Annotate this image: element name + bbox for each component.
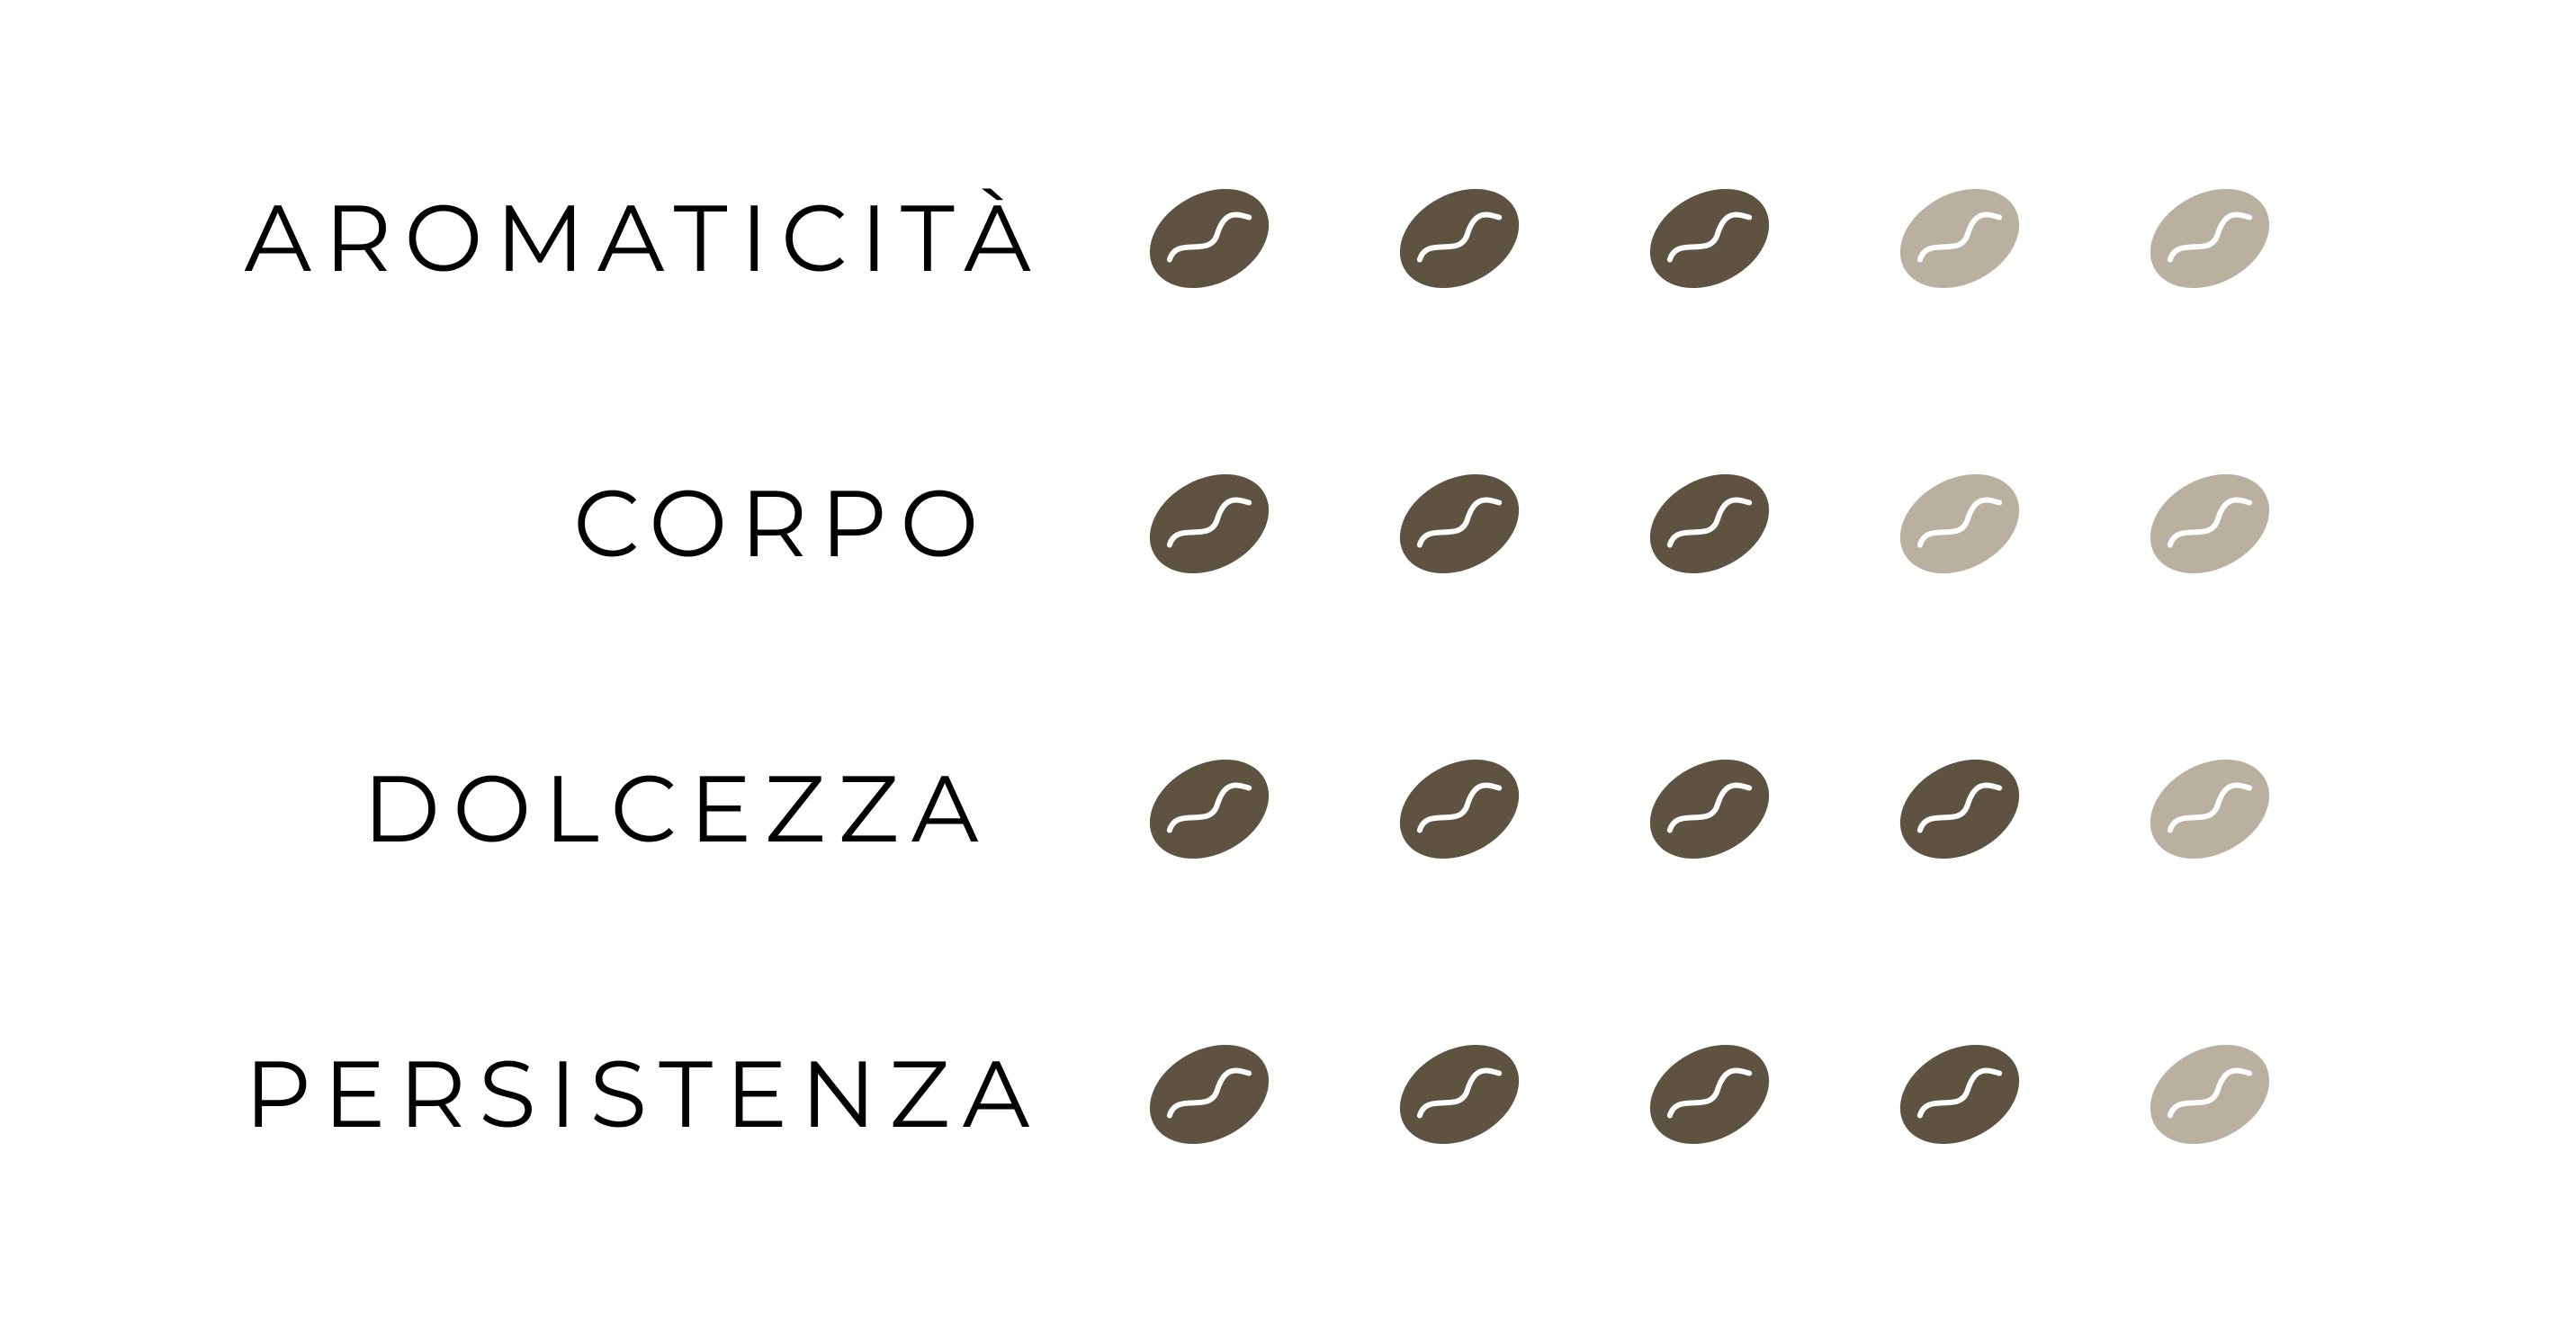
bean-filled-icon bbox=[1645, 468, 1774, 580]
bean-empty-icon bbox=[2145, 753, 2275, 865]
bean-filled-icon bbox=[1144, 753, 1274, 865]
attribute-label: DOLCEZZA bbox=[245, 752, 1144, 866]
rating-row: AROMATICITÀ bbox=[245, 181, 2332, 295]
bean-filled-icon bbox=[1144, 468, 1274, 580]
bean-empty-icon bbox=[2145, 468, 2275, 580]
rating-row: DOLCEZZA bbox=[245, 752, 2332, 866]
rating-row: CORPO bbox=[245, 466, 2332, 580]
rating-beans bbox=[1144, 183, 2275, 294]
bean-empty-icon bbox=[1895, 468, 2024, 580]
bean-empty-icon bbox=[2145, 1039, 2275, 1150]
bean-filled-icon bbox=[1645, 183, 1774, 294]
attribute-label: CORPO bbox=[245, 466, 1144, 580]
rating-beans bbox=[1144, 468, 2275, 580]
coffee-rating-chart: AROMATICITÀ CORPO bbox=[119, 181, 2458, 1151]
bean-filled-icon bbox=[1144, 1039, 1274, 1150]
bean-filled-icon bbox=[1395, 183, 1524, 294]
attribute-label: PERSISTENZA bbox=[245, 1037, 1144, 1151]
rating-beans bbox=[1144, 753, 2275, 865]
bean-filled-icon bbox=[1395, 753, 1524, 865]
bean-filled-icon bbox=[1395, 468, 1524, 580]
bean-filled-icon bbox=[1144, 183, 1274, 294]
rating-beans bbox=[1144, 1039, 2275, 1150]
bean-filled-icon bbox=[1645, 1039, 1774, 1150]
bean-filled-icon bbox=[1645, 753, 1774, 865]
attribute-label: AROMATICITÀ bbox=[245, 181, 1144, 295]
bean-filled-icon bbox=[1395, 1039, 1524, 1150]
bean-filled-icon bbox=[1895, 753, 2024, 865]
rating-row: PERSISTENZA bbox=[245, 1037, 2332, 1151]
bean-empty-icon bbox=[2145, 183, 2275, 294]
bean-empty-icon bbox=[1895, 183, 2024, 294]
bean-filled-icon bbox=[1895, 1039, 2024, 1150]
